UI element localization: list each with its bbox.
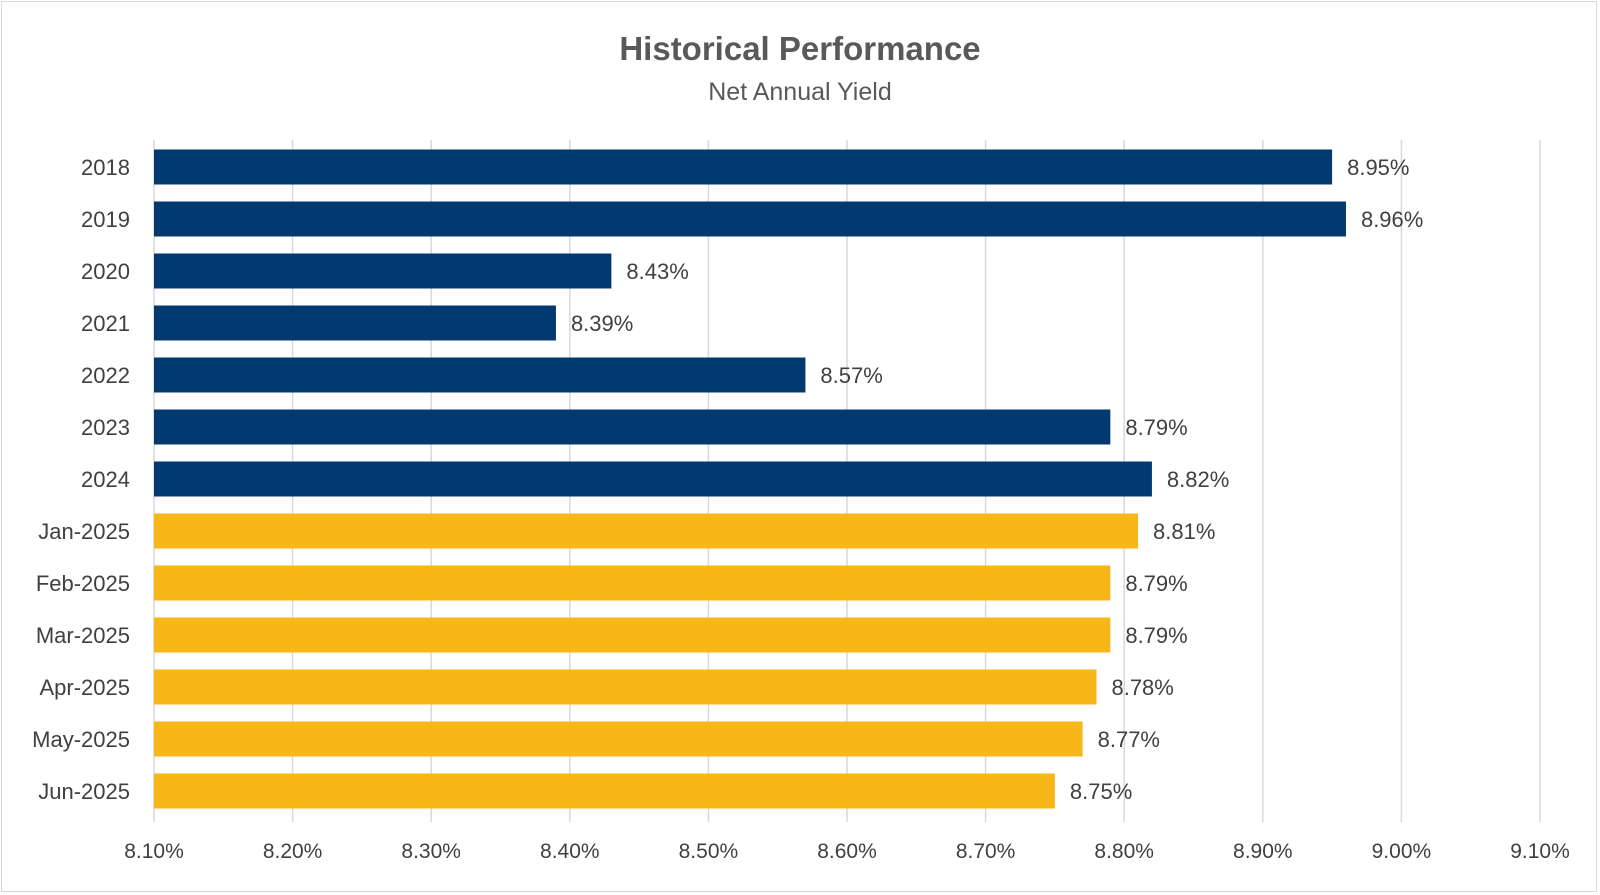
bar <box>154 305 556 341</box>
bar <box>154 253 612 289</box>
x-tick-label: 8.60% <box>817 840 877 863</box>
category-label: Jun-2025 <box>38 779 130 804</box>
bar <box>154 357 806 393</box>
data-labels: 8.95% 8.96% 8.43% 8.39% 8.57% 8.79% 8.82% 8.81%… <box>571 155 1423 804</box>
category-label: 2023 <box>81 415 130 440</box>
x-tick-labels: 8.10% 8.20% 8.30% 8.40% 8.50% 8.60% 8.70% 8.80%… <box>124 840 1570 863</box>
category-label: Jan-2025 <box>38 519 130 544</box>
bar <box>154 513 1139 549</box>
category-label: Mar-2025 <box>36 623 130 648</box>
x-tick-label: 9.00% <box>1372 840 1432 863</box>
bar <box>154 565 1111 601</box>
data-label: 8.75% <box>1070 779 1132 804</box>
category-label: 2020 <box>81 259 130 284</box>
data-label: 8.77% <box>1098 727 1160 752</box>
category-label: 2019 <box>81 207 130 232</box>
category-label: Apr-2025 <box>39 675 130 700</box>
category-label: 2022 <box>81 363 130 388</box>
x-tick-label: 8.70% <box>956 840 1016 863</box>
data-label: 8.95% <box>1347 155 1409 180</box>
x-tick-label: 8.40% <box>540 840 600 863</box>
data-label: 8.79% <box>1125 415 1187 440</box>
data-label: 8.57% <box>820 363 882 388</box>
bars <box>154 149 1346 809</box>
bar <box>154 773 1055 809</box>
bar <box>154 721 1083 757</box>
category-label: 2024 <box>81 467 130 492</box>
data-label: 8.79% <box>1125 623 1187 648</box>
category-label: 2018 <box>81 155 130 180</box>
bar <box>154 149 1333 185</box>
bar <box>154 461 1152 497</box>
category-label: May-2025 <box>32 727 130 752</box>
x-tick-label: 8.10% <box>124 840 184 863</box>
bar <box>154 201 1346 237</box>
bar <box>154 669 1097 705</box>
bar <box>154 409 1111 445</box>
x-tick-label: 8.90% <box>1233 840 1293 863</box>
chart-subtitle: Net Annual Yield <box>708 78 891 106</box>
data-label: 8.81% <box>1153 519 1215 544</box>
data-label: 8.82% <box>1167 467 1229 492</box>
data-label: 8.43% <box>626 259 688 284</box>
data-label: 8.78% <box>1111 675 1173 700</box>
bar <box>154 617 1111 653</box>
x-tick-label: 8.50% <box>679 840 739 863</box>
x-tick-label: 8.80% <box>1094 840 1154 863</box>
x-tick-label: 8.20% <box>263 840 323 863</box>
category-labels: 2018 2019 2020 2021 2022 2023 2024 Jan-2025 Feb-… <box>32 155 130 804</box>
chart-title: Historical Performance <box>619 30 980 67</box>
category-label: Feb-2025 <box>36 571 130 596</box>
data-label: 8.96% <box>1361 207 1423 232</box>
x-tick-label: 9.10% <box>1510 840 1570 863</box>
category-label: 2021 <box>81 311 130 336</box>
data-label: 8.39% <box>571 311 633 336</box>
x-tick-label: 8.30% <box>401 840 461 863</box>
data-label: 8.79% <box>1125 571 1187 596</box>
